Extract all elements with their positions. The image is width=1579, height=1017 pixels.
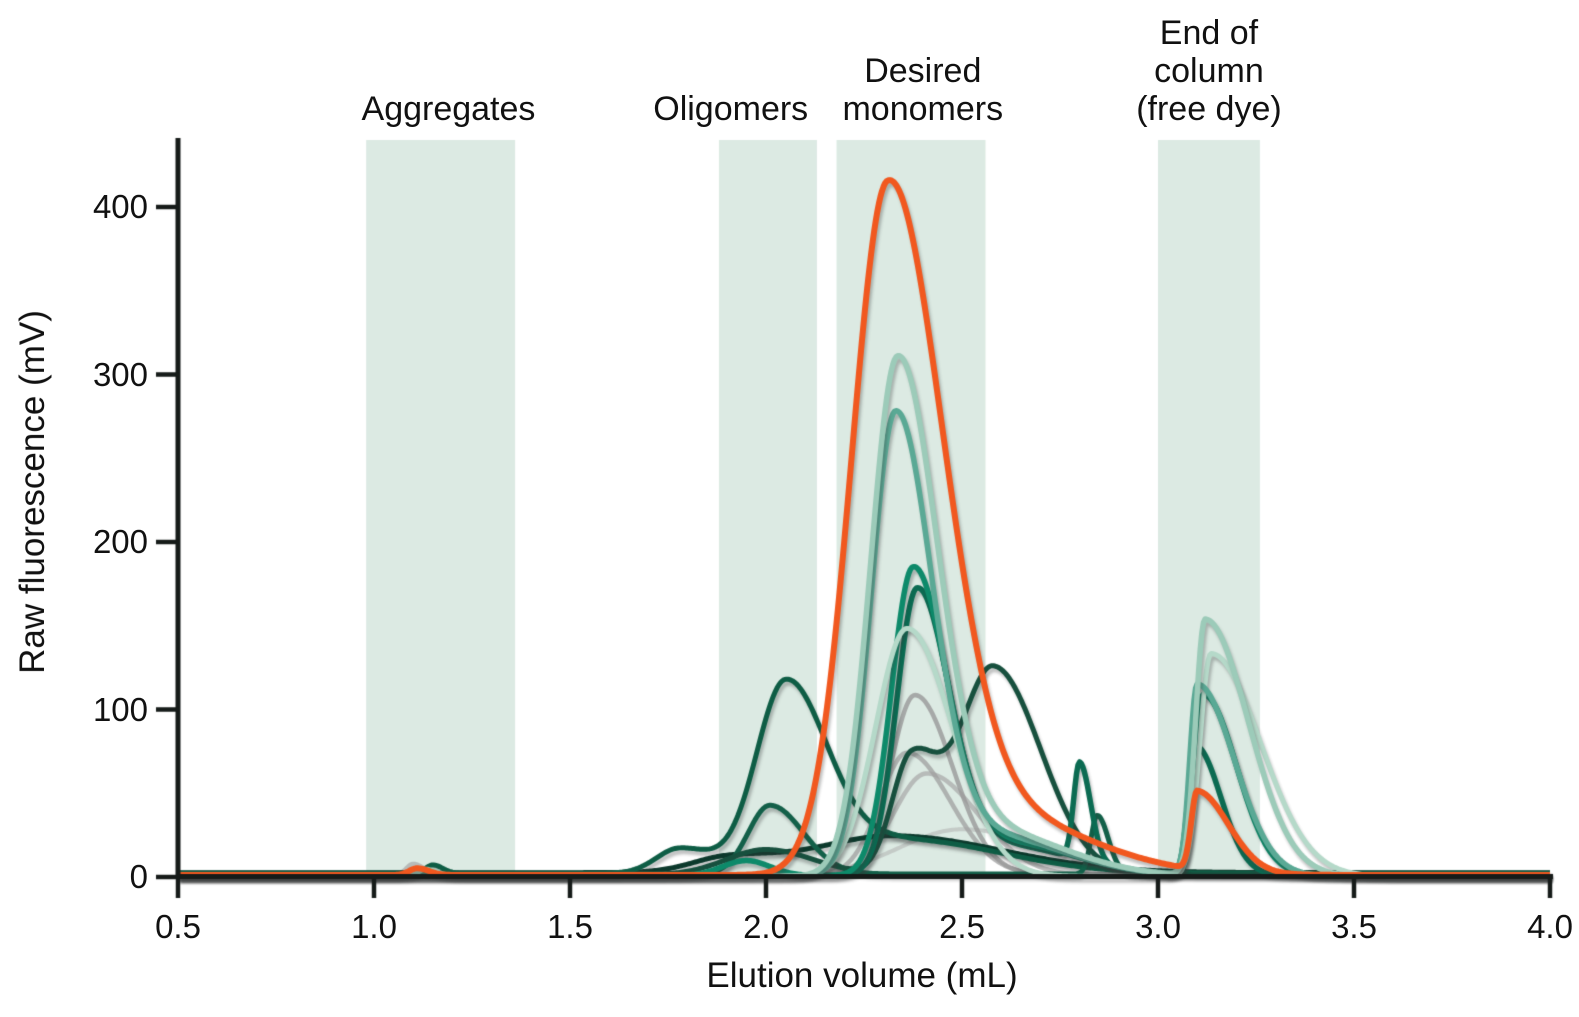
y-tick-label: 100	[92, 690, 148, 728]
y-tick-label: 0	[129, 858, 148, 895]
x-tick-label: 3.0	[1135, 908, 1181, 945]
band-label: Desired monomers	[842, 52, 1004, 128]
x-axis-title: Elution volume (mL)	[706, 956, 1018, 995]
x-tick-label: 2.0	[743, 908, 789, 945]
x-tick-label: 2.5	[939, 908, 985, 945]
x-tick-label: 4.0	[1527, 908, 1573, 945]
y-tick-label: 400	[92, 188, 148, 225]
band-label: End of column (free dye)	[1136, 14, 1282, 128]
x-tick-label: 1.0	[351, 908, 397, 945]
band-label: Oligomers	[653, 90, 809, 128]
x-tick-label: 1.5	[547, 908, 593, 945]
x-tick-label: 0.5	[155, 908, 201, 945]
y-tick-label: 300	[92, 355, 148, 393]
band-label: Aggregates	[361, 90, 536, 128]
y-tick-label: 200	[92, 523, 148, 560]
x-tick-label: 3.5	[1331, 908, 1377, 945]
